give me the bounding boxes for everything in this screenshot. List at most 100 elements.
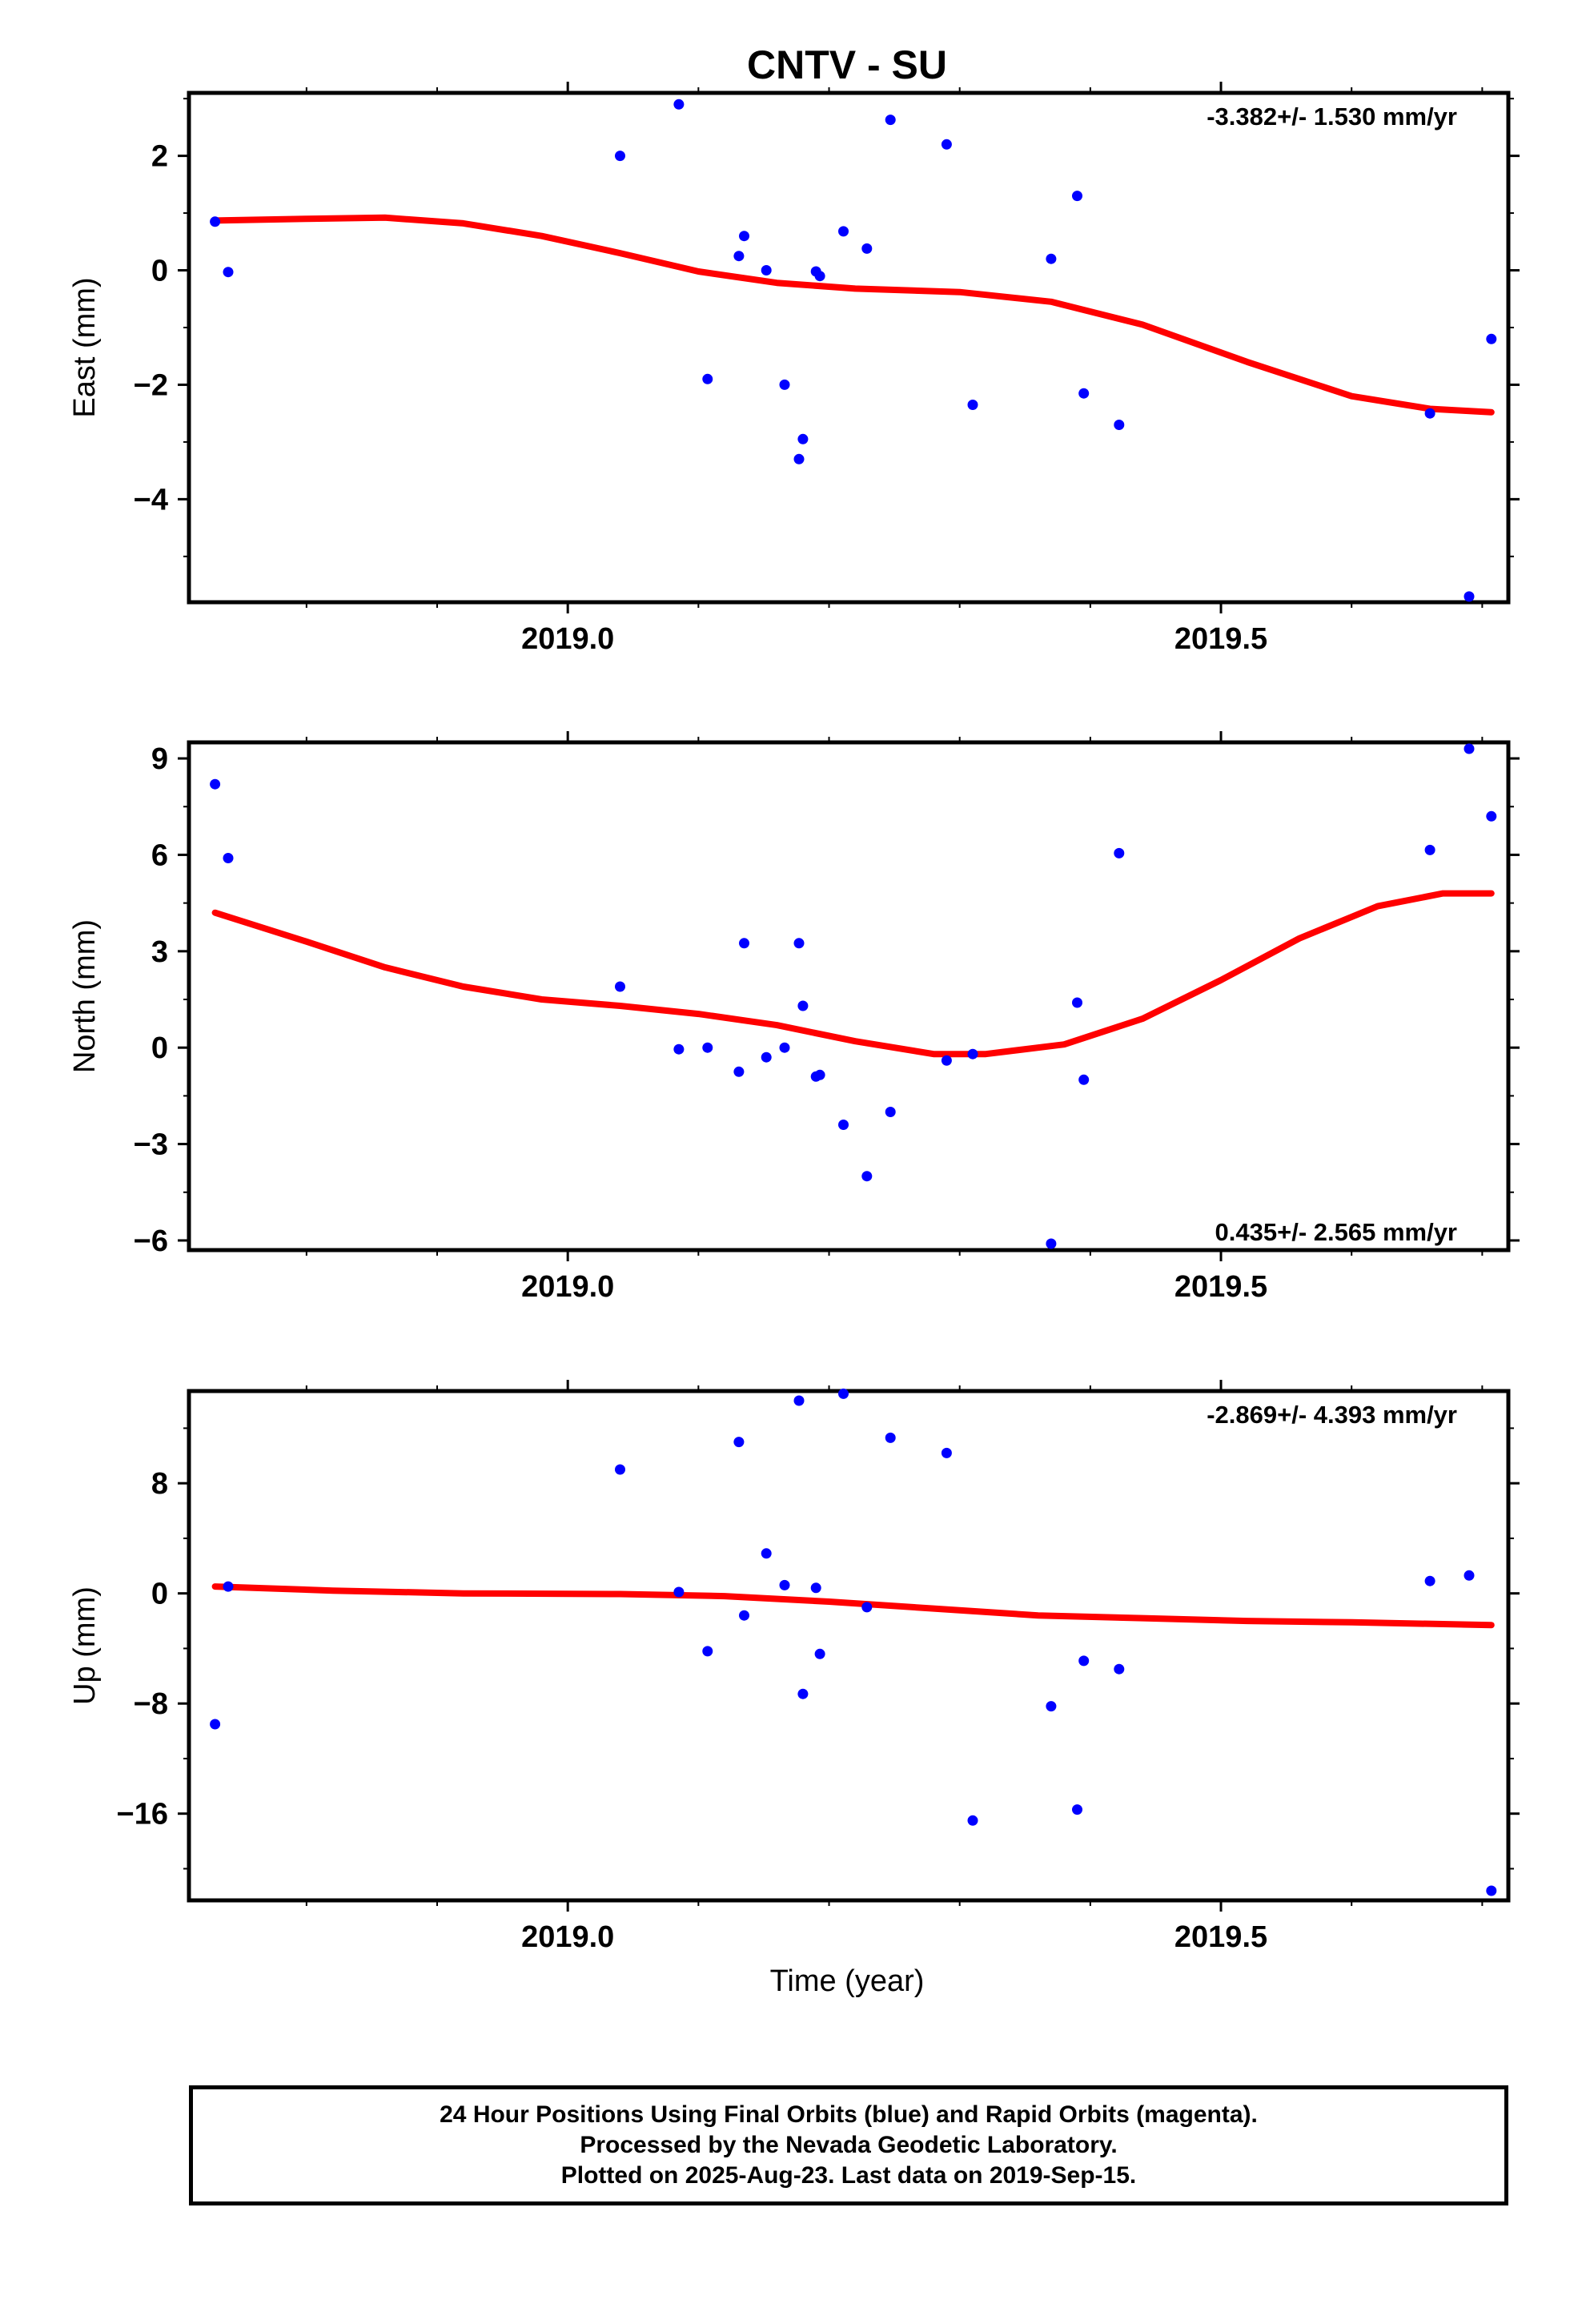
north-panel: −6 −3 0 3 6 9 2019.0 2019.5 North (mm) 0.435+/- 2… <box>68 731 1520 1304</box>
east-data-point <box>739 231 749 242</box>
up-data-point <box>814 1648 825 1659</box>
east-data-point <box>1046 253 1057 264</box>
up-data-point <box>967 1815 978 1826</box>
east-data-point <box>615 151 625 162</box>
up-data-point <box>793 1395 805 1406</box>
north-data-point <box>941 1055 952 1066</box>
up-trend-line <box>211 1583 1495 1629</box>
north-data-point <box>210 778 221 790</box>
north-data-point <box>761 1051 772 1063</box>
east-y-tick-label: −4 <box>134 483 168 517</box>
north-data-point <box>838 1120 849 1130</box>
north-data-point <box>1486 810 1497 822</box>
north-rate-annotation: 0.435+/- 2.565 mm/yr <box>1215 1218 1457 1246</box>
east-rate-annotation: -3.382+/- 1.530 mm/yr <box>1207 103 1457 131</box>
up-data-point <box>885 1432 896 1443</box>
footer-box: 24 Hour Positions Using Final Orbits (bl… <box>189 2085 1508 2205</box>
east-data-point <box>1424 408 1435 419</box>
north-data-point <box>733 1066 745 1077</box>
east-y-tick-label: 0 <box>151 255 168 288</box>
north-data-point <box>1114 847 1125 858</box>
up-y-tick-label: −16 <box>117 1798 168 1831</box>
up-data-point <box>1464 1570 1475 1581</box>
north-data-point <box>223 853 234 863</box>
up-data-point <box>1114 1663 1125 1675</box>
up-data-point <box>210 1719 221 1730</box>
up-data-point <box>1046 1701 1057 1712</box>
east-data-point <box>761 265 772 275</box>
north-data-point <box>702 1042 713 1053</box>
up-y-tick-label: −8 <box>134 1687 168 1721</box>
up-data-point <box>1486 1885 1497 1896</box>
chart-title: CNTV - SU <box>747 42 947 87</box>
east-x-tick-label: 2019.0 <box>521 622 614 656</box>
up-x-tick-label: 2019.0 <box>521 1920 614 1954</box>
footer-line-3: Plotted on 2025-Aug-23. Last data on 201… <box>560 2162 1137 2189</box>
east-data-point <box>1078 388 1090 399</box>
up-data-point <box>810 1582 821 1594</box>
up-data-point <box>1078 1655 1090 1667</box>
up-x-tick-label: 2019.5 <box>1174 1920 1267 1954</box>
up-data-point <box>739 1610 749 1621</box>
east-data-point <box>861 243 873 254</box>
up-data-point <box>702 1646 713 1657</box>
east-data-point <box>967 400 978 410</box>
north-plot-frame <box>187 740 1511 1252</box>
north-data-point <box>797 1000 809 1011</box>
north-y-axis-label: North (mm) <box>68 919 102 1073</box>
east-data-point <box>210 216 221 227</box>
up-data-point <box>733 1437 745 1448</box>
north-y-tick-label: 3 <box>151 935 168 969</box>
east-data-point <box>1114 420 1125 430</box>
up-data-point <box>673 1586 685 1598</box>
east-data-point <box>885 115 896 126</box>
east-data-point <box>814 271 825 282</box>
east-y-tick-label: −2 <box>134 368 168 402</box>
up-rate-annotation: -2.869+/- 4.393 mm/yr <box>1207 1401 1457 1429</box>
east-data-point <box>1464 591 1475 602</box>
footer-line-1: 24 Hour Positions Using Final Orbits (bl… <box>440 2101 1258 2128</box>
north-data-point <box>1424 844 1435 855</box>
north-data-point <box>814 1069 825 1080</box>
up-data-point <box>615 1464 625 1475</box>
east-panel: −4 −2 0 2 2019.0 2019.5 East (mm) -3.382+/- 1.5… <box>68 82 1520 656</box>
east-data-point <box>673 99 685 110</box>
north-y-tick-label: 6 <box>151 838 168 872</box>
up-data-point <box>223 1581 234 1592</box>
north-data-point <box>673 1043 685 1055</box>
north-data-point <box>967 1048 978 1059</box>
north-y-tick-label: −6 <box>134 1224 168 1258</box>
up-data-point <box>779 1579 790 1590</box>
east-data-point <box>838 226 849 237</box>
x-axis-label: Time (year) <box>770 1964 925 1998</box>
up-data-point <box>1072 1804 1082 1815</box>
east-data-point <box>702 373 713 384</box>
east-data-point <box>941 139 952 150</box>
east-trend-line <box>211 214 1495 416</box>
east-x-tick-label: 2019.5 <box>1174 622 1267 656</box>
north-data-point <box>861 1171 873 1182</box>
north-data-point <box>1046 1238 1057 1249</box>
north-data-point <box>1072 997 1082 1008</box>
north-data-point <box>615 981 625 992</box>
north-data-point <box>779 1042 790 1053</box>
north-y-tick-label: 9 <box>151 742 168 776</box>
up-plot-frame <box>187 1389 1511 1903</box>
east-data-point <box>223 267 234 278</box>
east-data-point <box>797 433 809 444</box>
up-y-tick-label: 0 <box>151 1578 168 1611</box>
up-data-point <box>1424 1575 1435 1586</box>
east-data-point <box>1486 333 1497 344</box>
north-x-tick-label: 2019.5 <box>1174 1270 1267 1304</box>
up-data-point <box>761 1548 772 1559</box>
north-y-tick-label: −3 <box>134 1128 168 1162</box>
footer-line-2: Processed by the Nevada Geodetic Laborat… <box>580 2132 1118 2158</box>
east-data-point <box>793 453 805 464</box>
east-data-point <box>779 379 790 390</box>
east-data-point <box>733 251 745 262</box>
east-y-tick-label: 2 <box>151 140 168 174</box>
up-panel: −16 −8 0 8 2019.0 2019.5 Up (mm) -2.869+/- 4.39… <box>68 1380 1520 1954</box>
up-data-point <box>797 1688 809 1699</box>
east-plot-frame <box>187 90 1511 605</box>
